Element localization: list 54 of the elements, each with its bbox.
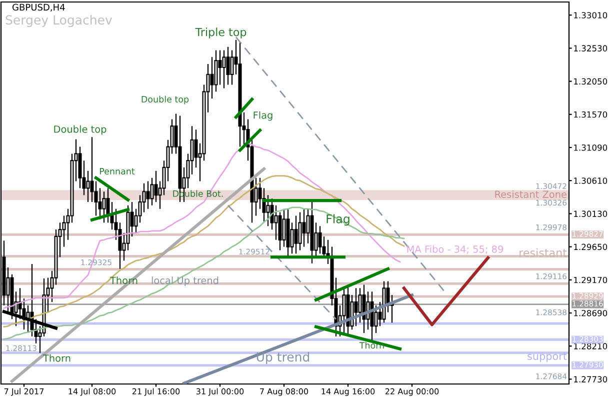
candlestick [238, 41, 242, 148]
annotation: Pennant [100, 168, 135, 175]
candlestick [298, 212, 302, 251]
candlestick [294, 215, 298, 254]
candlestick [102, 191, 106, 224]
band-label: Resistant Zone [495, 190, 566, 198]
annotation: Triple top [195, 28, 246, 38]
annotation: Up trend [256, 352, 310, 364]
candlestick [226, 46, 230, 86]
candlestick [286, 208, 290, 258]
y-tick-label: 1.33010 [574, 12, 608, 18]
candlestick [146, 180, 150, 210]
line-series [3, 206, 405, 340]
y-tick-label: 1.31570 [574, 111, 608, 118]
annotation: Double top [54, 125, 106, 135]
annotation: Thorn [42, 354, 70, 362]
x-tick-label: 14 Jul 08:00 [68, 388, 116, 396]
y-tick-label: 1.30610 [574, 178, 608, 184]
y-tick-label: 1.31090 [574, 144, 608, 151]
x-tick-label: 7 Jul 2017 [4, 388, 44, 396]
chart-title: GBPUSD,H4 [12, 4, 65, 12]
candlestick [370, 291, 374, 342]
y-tick-label: 1.27730 [574, 376, 608, 382]
x-tick-label: 22 Aug 00:00 [385, 388, 439, 396]
x-tick-label: 7 Aug 08:00 [260, 388, 308, 396]
y-tick-label: 1.29170 [574, 276, 608, 284]
text: support [528, 352, 567, 362]
y-tick-label: 1.29650 [574, 244, 608, 250]
annotation: Flag [326, 214, 350, 226]
candlestick [222, 50, 226, 89]
annotation: Thorn [359, 342, 384, 349]
y-tick-label: 1.32050 [574, 78, 608, 85]
candlestick [310, 200, 314, 264]
candlestick [362, 284, 366, 334]
line-series [3, 142, 401, 309]
y-tick-label: 1.28690 [574, 310, 608, 316]
annotation: resistant [520, 248, 567, 257]
x-tick-label: 21 Jul 16:00 [132, 388, 180, 396]
candlestick [318, 226, 322, 254]
text: Sergey Logachev [6, 14, 112, 28]
candlestick [342, 288, 346, 334]
annotation: Flag [254, 111, 272, 121]
y-tick-label: 1.32530 [574, 45, 608, 52]
annotation: MA Fibo - 34; 55; 89 [407, 245, 504, 254]
y-tick-label: 1.30130 [574, 210, 608, 217]
candlestick [354, 288, 358, 327]
x-tick-label: 14 Aug 16:00 [322, 388, 375, 396]
x-tick-label: 31 Jul 00:00 [196, 388, 244, 396]
candlestick [302, 208, 306, 248]
annotation: local Up trend [152, 276, 218, 286]
candlestick [382, 280, 386, 324]
line-series [3, 175, 405, 328]
annotation: Double top [142, 96, 189, 104]
annotation: Thorn [110, 276, 138, 284]
